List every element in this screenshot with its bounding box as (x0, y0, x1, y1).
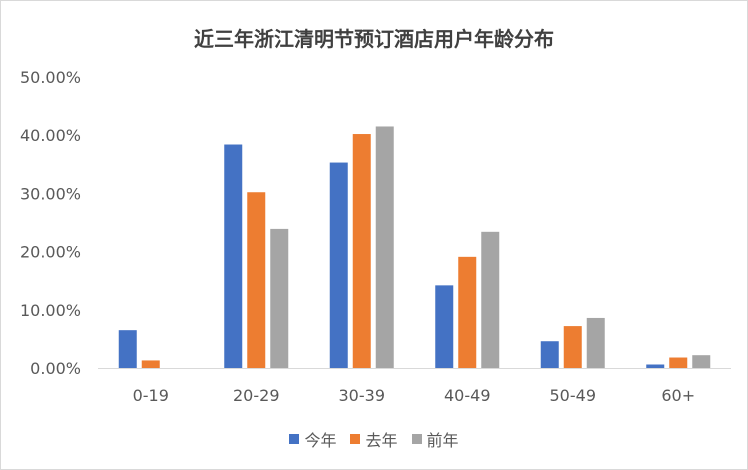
bar (247, 192, 266, 368)
y-tick-label: 50.00% (20, 68, 81, 87)
x-tick-label: 50-49 (550, 386, 597, 405)
bar (540, 341, 559, 368)
bar (692, 355, 711, 368)
legend-item: 去年 (350, 427, 398, 451)
bar (141, 360, 160, 368)
bar (458, 256, 477, 368)
legend-label: 去年 (365, 431, 398, 450)
bar (481, 231, 500, 368)
x-tick-label: 60+ (661, 386, 695, 405)
legend-item: 今年 (289, 427, 336, 451)
bar (435, 285, 454, 368)
bar (270, 228, 289, 368)
bar (646, 364, 665, 368)
legend-label: 今年 (304, 431, 337, 450)
legend-swatch (411, 434, 422, 444)
legend-swatch (289, 434, 300, 444)
y-tick-label: 20.00% (20, 243, 81, 262)
y-tick-label: 10.00% (20, 301, 81, 320)
bar (329, 162, 348, 368)
x-tick-label: 30-39 (339, 386, 386, 405)
x-tick-label: 20-29 (233, 386, 280, 405)
chart-title: 近三年浙江清明节预订酒店用户年龄分布 (194, 27, 554, 51)
bar (352, 134, 371, 368)
bar (669, 357, 688, 368)
y-tick-label: 40.00% (20, 126, 81, 145)
x-tick-label: 40-49 (444, 386, 491, 405)
legend-label: 前年 (426, 431, 459, 450)
bar (563, 326, 582, 368)
bar (118, 330, 137, 368)
bar (375, 126, 394, 368)
bar (586, 317, 605, 368)
y-tick-label: 0.00% (30, 359, 81, 378)
y-tick-label: 30.00% (20, 184, 81, 203)
legend-item: 前年 (411, 427, 459, 451)
chart-legend: 今年 去年 前年 (1, 427, 747, 451)
bar (224, 144, 243, 368)
legend-swatch (350, 434, 361, 444)
x-tick-label: 0-19 (133, 386, 169, 405)
